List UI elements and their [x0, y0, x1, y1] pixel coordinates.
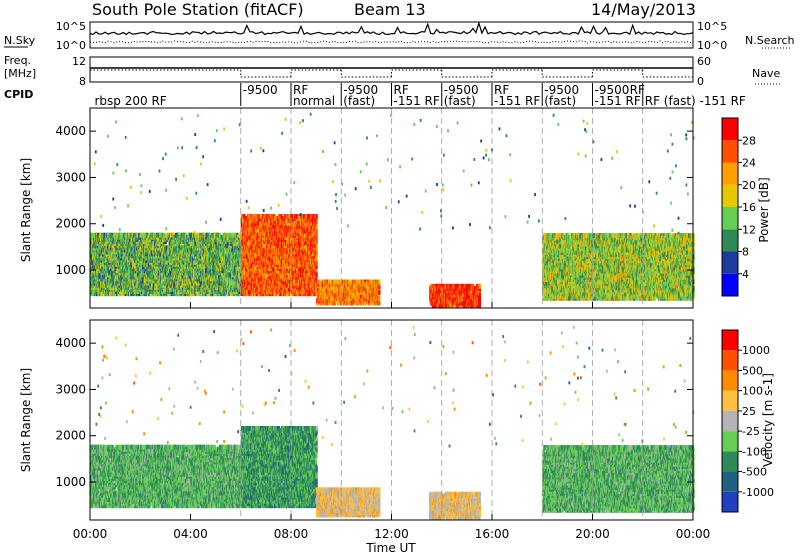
nsky-series: [90, 23, 693, 34]
station-title: South Pole Station (fitACF): [92, 0, 304, 19]
beam-title: Beam 13: [354, 0, 426, 19]
nsearch-label: N.Search: [745, 34, 795, 47]
nsky-label: N.Sky: [4, 34, 36, 47]
freq-right-tick-top: 60: [697, 55, 711, 68]
freq-right-tick-bottom: 0: [697, 75, 704, 88]
noise-panel: 10^5 10^0 10^5 10^0: [56, 20, 727, 52]
cpid-label-text: (fast): [544, 94, 576, 108]
rti-plot: South Pole Station (fitACF) Beam 13 14/M…: [0, 0, 800, 554]
cpid-label-text: (fast): [343, 94, 375, 108]
cpid-label-text: RF (fast) -151 RF: [645, 94, 746, 108]
noise-right-tick-top: 10^5: [697, 20, 727, 33]
cpid-label-text: -9500: [243, 83, 278, 97]
noise-left-tick-top: 10^5: [56, 20, 86, 33]
freq-left-tick-top: 12: [72, 55, 86, 68]
cpid-label-text: -151 RF: [494, 94, 540, 108]
cpid-label-text: -151 RF: [394, 94, 440, 108]
nsearch-series: [90, 41, 693, 43]
noise-right-tick-bottom: 10^0: [697, 39, 727, 52]
rti-figure: South Pole Station (fitACF) Beam 13 14/M…: [0, 0, 800, 554]
noise-left-tick-bottom: 10^0: [56, 39, 86, 52]
cpid-label: CPID: [4, 88, 33, 101]
freq-left-tick-bottom: 8: [79, 75, 86, 88]
cpid-label-text: normal: [293, 94, 335, 108]
nave-label: Nave: [752, 67, 780, 80]
cpid-label-text: RF: [630, 83, 645, 97]
freq-label-1: Freq.: [4, 54, 31, 67]
date-title: 14/May/2013: [591, 0, 696, 19]
noise-panel-frame: [90, 22, 693, 48]
nave-series: [90, 70, 693, 77]
cpid-label-text: rbsp 200 RF: [95, 94, 167, 108]
cpid-label-text: (fast): [444, 94, 476, 108]
freq-label-2: [MHz]: [4, 67, 36, 80]
